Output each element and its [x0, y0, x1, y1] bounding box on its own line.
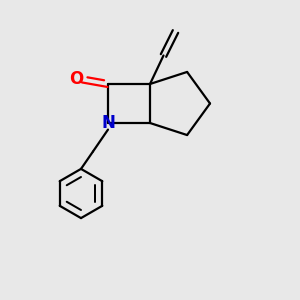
- Text: O: O: [69, 70, 83, 88]
- Text: N: N: [101, 114, 115, 132]
